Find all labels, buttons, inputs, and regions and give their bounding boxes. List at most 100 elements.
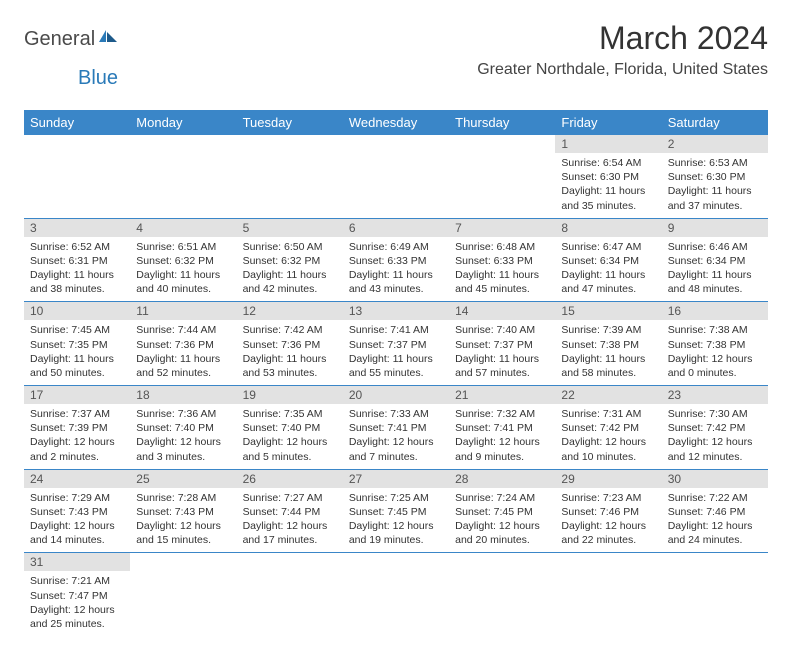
day-number: 20 <box>343 386 449 404</box>
daylight-text: and 7 minutes. <box>349 450 443 464</box>
daylight-text: and 58 minutes. <box>561 366 655 380</box>
day-number: 14 <box>449 302 555 320</box>
daylight-text: and 25 minutes. <box>30 617 124 631</box>
daylight-text: and 42 minutes. <box>243 282 337 296</box>
daylight-text: Daylight: 11 hours <box>455 268 549 282</box>
sunset-text: Sunset: 6:30 PM <box>561 170 655 184</box>
day-details: Sunrise: 7:44 AMSunset: 7:36 PMDaylight:… <box>130 320 236 385</box>
daylight-text: Daylight: 12 hours <box>349 435 443 449</box>
calendar-day-cell: 24Sunrise: 7:29 AMSunset: 7:43 PMDayligh… <box>24 469 130 553</box>
daylight-text: and 45 minutes. <box>455 282 549 296</box>
daylight-text: Daylight: 12 hours <box>561 435 655 449</box>
calendar-day-cell <box>555 553 661 636</box>
header: General March 2024 Greater Northdale, Fl… <box>24 20 768 79</box>
calendar-day-cell: 6Sunrise: 6:49 AMSunset: 6:33 PMDaylight… <box>343 218 449 302</box>
daylight-text: Daylight: 12 hours <box>455 519 549 533</box>
calendar-day-cell: 13Sunrise: 7:41 AMSunset: 7:37 PMDayligh… <box>343 302 449 386</box>
day-number: 31 <box>24 553 130 571</box>
daylight-text: Daylight: 12 hours <box>668 519 762 533</box>
calendar-day-cell: 16Sunrise: 7:38 AMSunset: 7:38 PMDayligh… <box>662 302 768 386</box>
weekday-header: Wednesday <box>343 110 449 135</box>
sunrise-text: Sunrise: 6:52 AM <box>30 240 124 254</box>
weekday-header: Thursday <box>449 110 555 135</box>
calendar-day-cell <box>237 135 343 218</box>
daylight-text: and 38 minutes. <box>30 282 124 296</box>
day-details: Sunrise: 7:28 AMSunset: 7:43 PMDaylight:… <box>130 488 236 553</box>
daylight-text: and 9 minutes. <box>455 450 549 464</box>
daylight-text: and 10 minutes. <box>561 450 655 464</box>
sunset-text: Sunset: 7:41 PM <box>349 421 443 435</box>
daylight-text: and 37 minutes. <box>668 199 762 213</box>
calendar-day-cell: 12Sunrise: 7:42 AMSunset: 7:36 PMDayligh… <box>237 302 343 386</box>
daylight-text: and 43 minutes. <box>349 282 443 296</box>
sunset-text: Sunset: 7:43 PM <box>30 505 124 519</box>
calendar-day-cell: 25Sunrise: 7:28 AMSunset: 7:43 PMDayligh… <box>130 469 236 553</box>
sunset-text: Sunset: 7:44 PM <box>243 505 337 519</box>
day-details: Sunrise: 7:27 AMSunset: 7:44 PMDaylight:… <box>237 488 343 553</box>
daylight-text: and 2 minutes. <box>30 450 124 464</box>
day-number: 9 <box>662 219 768 237</box>
day-number: 25 <box>130 470 236 488</box>
day-details: Sunrise: 7:24 AMSunset: 7:45 PMDaylight:… <box>449 488 555 553</box>
daylight-text: and 24 minutes. <box>668 533 762 547</box>
calendar-day-cell: 2Sunrise: 6:53 AMSunset: 6:30 PMDaylight… <box>662 135 768 218</box>
calendar-day-cell: 9Sunrise: 6:46 AMSunset: 6:34 PMDaylight… <box>662 218 768 302</box>
day-details: Sunrise: 7:37 AMSunset: 7:39 PMDaylight:… <box>24 404 130 469</box>
sunset-text: Sunset: 7:36 PM <box>243 338 337 352</box>
sunset-text: Sunset: 6:33 PM <box>349 254 443 268</box>
day-number: 11 <box>130 302 236 320</box>
sunrise-text: Sunrise: 6:51 AM <box>136 240 230 254</box>
daylight-text: and 19 minutes. <box>349 533 443 547</box>
sunrise-text: Sunrise: 6:47 AM <box>561 240 655 254</box>
daylight-text: and 22 minutes. <box>561 533 655 547</box>
day-details: Sunrise: 6:53 AMSunset: 6:30 PMDaylight:… <box>662 153 768 218</box>
daylight-text: and 15 minutes. <box>136 533 230 547</box>
weekday-header: Monday <box>130 110 236 135</box>
day-details: Sunrise: 6:48 AMSunset: 6:33 PMDaylight:… <box>449 237 555 302</box>
weekday-header: Tuesday <box>237 110 343 135</box>
day-number: 29 <box>555 470 661 488</box>
daylight-text: Daylight: 12 hours <box>243 519 337 533</box>
day-number: 22 <box>555 386 661 404</box>
sunset-text: Sunset: 7:41 PM <box>455 421 549 435</box>
sunset-text: Sunset: 6:34 PM <box>561 254 655 268</box>
calendar-day-cell: 7Sunrise: 6:48 AMSunset: 6:33 PMDaylight… <box>449 218 555 302</box>
calendar-day-cell: 26Sunrise: 7:27 AMSunset: 7:44 PMDayligh… <box>237 469 343 553</box>
calendar-day-cell <box>449 135 555 218</box>
day-number: 15 <box>555 302 661 320</box>
calendar-day-cell <box>343 553 449 636</box>
day-details: Sunrise: 7:29 AMSunset: 7:43 PMDaylight:… <box>24 488 130 553</box>
day-number: 13 <box>343 302 449 320</box>
sunset-text: Sunset: 7:46 PM <box>561 505 655 519</box>
day-details: Sunrise: 6:52 AMSunset: 6:31 PMDaylight:… <box>24 237 130 302</box>
day-details: Sunrise: 7:36 AMSunset: 7:40 PMDaylight:… <box>130 404 236 469</box>
day-number: 12 <box>237 302 343 320</box>
sunrise-text: Sunrise: 7:38 AM <box>668 323 762 337</box>
calendar-day-cell: 3Sunrise: 6:52 AMSunset: 6:31 PMDaylight… <box>24 218 130 302</box>
daylight-text: Daylight: 11 hours <box>136 268 230 282</box>
daylight-text: Daylight: 11 hours <box>561 268 655 282</box>
daylight-text: and 53 minutes. <box>243 366 337 380</box>
sunrise-text: Sunrise: 7:31 AM <box>561 407 655 421</box>
sunrise-text: Sunrise: 7:27 AM <box>243 491 337 505</box>
calendar-day-cell <box>130 553 236 636</box>
daylight-text: and 35 minutes. <box>561 199 655 213</box>
daylight-text: Daylight: 12 hours <box>136 519 230 533</box>
sunrise-text: Sunrise: 7:44 AM <box>136 323 230 337</box>
daylight-text: and 47 minutes. <box>561 282 655 296</box>
sunset-text: Sunset: 7:45 PM <box>349 505 443 519</box>
calendar-week-row: 17Sunrise: 7:37 AMSunset: 7:39 PMDayligh… <box>24 386 768 470</box>
sunrise-text: Sunrise: 6:50 AM <box>243 240 337 254</box>
sunrise-text: Sunrise: 6:46 AM <box>668 240 762 254</box>
day-number: 10 <box>24 302 130 320</box>
daylight-text: and 52 minutes. <box>136 366 230 380</box>
day-details: Sunrise: 6:49 AMSunset: 6:33 PMDaylight:… <box>343 237 449 302</box>
weekday-header-row: Sunday Monday Tuesday Wednesday Thursday… <box>24 110 768 135</box>
daylight-text: Daylight: 11 hours <box>668 268 762 282</box>
calendar-day-cell: 8Sunrise: 6:47 AMSunset: 6:34 PMDaylight… <box>555 218 661 302</box>
daylight-text: Daylight: 12 hours <box>455 435 549 449</box>
daylight-text: Daylight: 11 hours <box>136 352 230 366</box>
sunset-text: Sunset: 7:37 PM <box>455 338 549 352</box>
sunset-text: Sunset: 7:38 PM <box>561 338 655 352</box>
calendar-day-cell: 11Sunrise: 7:44 AMSunset: 7:36 PMDayligh… <box>130 302 236 386</box>
